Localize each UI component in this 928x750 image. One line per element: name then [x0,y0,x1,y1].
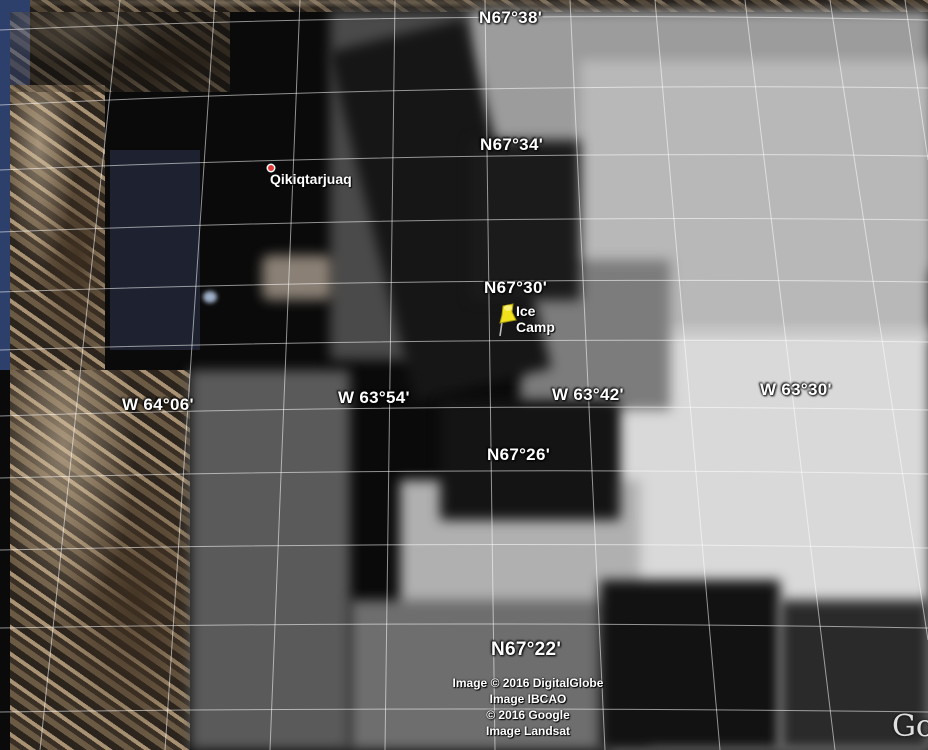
latitude-label: N67°34' [480,135,544,154]
imagery-spot [203,291,217,303]
google-logo: Go [891,709,928,744]
longitude-label: W 64°06' [122,395,194,414]
longitude-label: W 63°54' [338,388,410,407]
latitude-label: N67°38' [479,8,543,27]
latitude-label: N67°26' [487,445,551,464]
imagery-shadow-left [110,150,200,350]
red-dot-icon [266,163,276,173]
attribution-line: Image © 2016 DigitalGlobe [452,676,604,690]
longitude-label: W 63°30' [760,380,832,399]
yellow-pushpin-icon [499,303,517,337]
imagery-terrain-bottom-left [10,370,190,750]
imagery-ice-f [190,370,350,750]
place-label: Ice Camp [516,303,555,335]
latitude-label: N67°30' [484,278,548,297]
imagery-channel-e [780,600,928,750]
imagery-channel-d [600,580,780,750]
attribution-line: © 2016 Google [486,708,570,722]
longitude-label: W 63°42' [552,385,624,404]
attribution-line: Image IBCAO [489,692,567,706]
imagery-terrain-left [10,85,105,370]
imagery-strip-top [0,0,928,12]
attribution-line: Image Landsat [485,724,571,738]
attribution: Image © 2016 DigitalGlobe Image IBCAO © … [428,675,628,739]
place-label: Qikiqtarjuaq [270,171,352,187]
imagery-island [262,255,332,300]
latitude-label: N67°22' [491,639,562,660]
